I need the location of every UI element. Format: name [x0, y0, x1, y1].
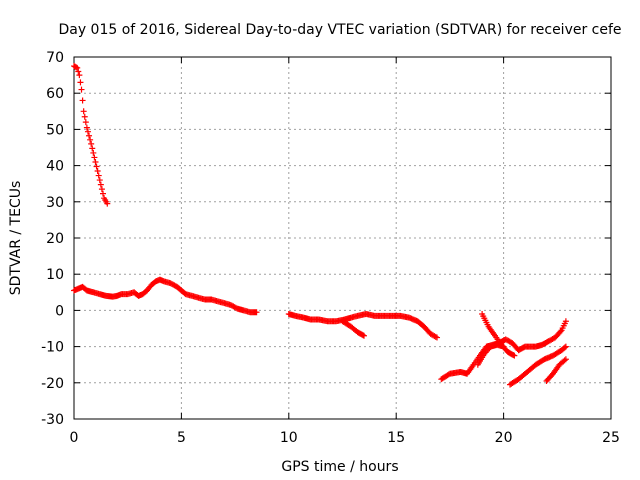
data-point [97, 181, 104, 188]
data-point [95, 172, 102, 179]
data-point [78, 86, 85, 93]
x-axis-label: GPS time / hours [281, 459, 398, 475]
data-series [71, 63, 569, 388]
data-point [359, 332, 366, 339]
data-point [82, 119, 89, 126]
y-tick-label: 20 [46, 231, 64, 247]
data-point [562, 318, 569, 325]
data-point [104, 200, 111, 207]
x-tick-label: 15 [387, 430, 405, 446]
data-point [253, 309, 260, 316]
data-point [562, 356, 569, 363]
data-point [74, 64, 81, 71]
data-point [87, 136, 94, 143]
series-arc-8 [507, 343, 569, 388]
data-point [511, 352, 518, 359]
y-tick-label: 70 [46, 50, 64, 66]
data-point [96, 177, 103, 184]
y-tick-label: -30 [41, 412, 64, 428]
data-point [75, 68, 82, 75]
data-point [91, 154, 98, 161]
x-tick-label: 5 [177, 430, 186, 446]
x-tick-label: 25 [602, 430, 620, 446]
series-arc-5 [438, 318, 569, 383]
y-tick-label: 10 [46, 267, 64, 283]
data-point [93, 163, 100, 170]
data-point [360, 332, 367, 339]
data-point [73, 64, 80, 71]
data-point [500, 343, 507, 350]
data-point [432, 333, 439, 340]
y-tick-label: -10 [41, 340, 64, 356]
grid-lines [74, 57, 611, 419]
data-point [562, 343, 569, 350]
data-point [92, 158, 99, 165]
data-point [510, 352, 517, 359]
data-point [90, 149, 97, 156]
x-tick-label: 20 [495, 430, 513, 446]
data-point [94, 168, 101, 175]
y-tick-label: 40 [46, 159, 64, 175]
data-point [89, 145, 96, 152]
data-point [77, 79, 84, 86]
y-tick-label: 30 [46, 195, 64, 211]
x-tick-label: 0 [70, 430, 79, 446]
data-point [561, 357, 568, 364]
data-point [79, 97, 86, 104]
data-point [81, 113, 88, 120]
data-point [80, 108, 87, 115]
y-tick-label: 0 [55, 303, 64, 319]
x-tick-label: 10 [280, 430, 298, 446]
y-axis-label: SDTVAR / TECUs [8, 181, 24, 296]
series-arc-7 [474, 341, 507, 368]
chart-title: Day 015 of 2016, Sidereal Day-to-day VTE… [58, 22, 621, 38]
data-point [99, 190, 106, 197]
axis-ticks: 0 5 10 15 20 25 -30 -20 -10 0 10 20 30 40 50 60 70 [41, 50, 620, 446]
data-point [434, 334, 441, 341]
series-arc-4 [339, 318, 367, 339]
data-point [83, 124, 90, 131]
data-point [88, 140, 95, 147]
y-tick-label: 50 [46, 122, 64, 138]
y-tick-label: 60 [46, 86, 64, 102]
data-point [561, 344, 568, 351]
data-point [84, 128, 91, 135]
series-arc-1 [71, 63, 111, 207]
data-point [86, 132, 93, 139]
series-arc-3 [285, 311, 441, 341]
series-arc-2 [71, 276, 260, 316]
data-point [76, 72, 83, 79]
data-point [98, 186, 105, 193]
y-tick-label: -20 [41, 376, 64, 392]
data-point [557, 328, 564, 335]
series-arc-9 [543, 356, 569, 384]
